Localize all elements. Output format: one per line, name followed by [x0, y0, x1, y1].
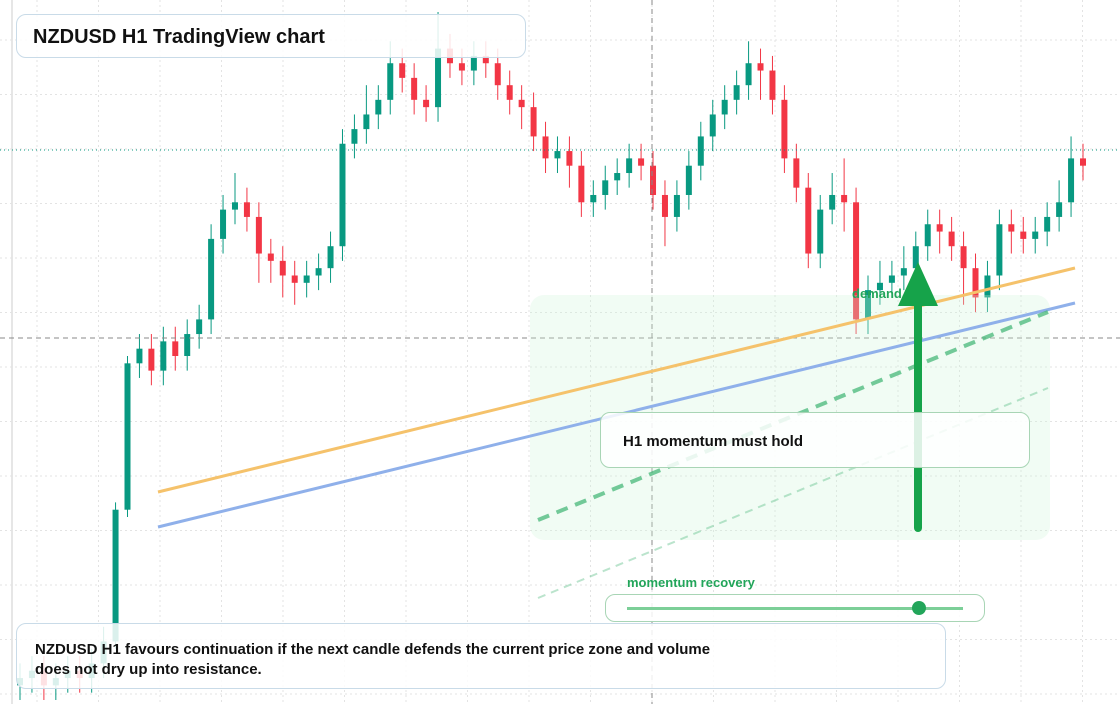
candle-body [936, 224, 943, 232]
title-box: NZDUSD H1 TradingView chart [16, 14, 526, 58]
candle-body [948, 231, 955, 247]
candle-body [458, 63, 465, 71]
candle-body [709, 114, 716, 137]
projection-line [537, 310, 1049, 522]
candle-body [315, 268, 322, 276]
candle-body [339, 143, 346, 247]
candle-body [673, 194, 680, 217]
caption: NZDUSD H1 favours continuation if the ne… [35, 641, 711, 678]
candle-body [482, 55, 489, 64]
candle-body [351, 129, 358, 144]
slider-label: momentum recovery [627, 575, 755, 590]
candle-body [996, 224, 1003, 276]
candle-body [566, 151, 573, 166]
candle-body [984, 275, 991, 298]
candle-body [196, 319, 203, 335]
candle-body [685, 165, 692, 195]
candle-body [184, 334, 191, 356]
slider[interactable] [605, 594, 985, 622]
candle-body [220, 209, 227, 239]
candle-body [876, 282, 883, 291]
candle-body [303, 275, 310, 283]
callout-text: H1 momentum must hold [623, 433, 804, 450]
candle-body [327, 246, 334, 269]
candle-body [470, 55, 477, 71]
candle-body [1020, 231, 1027, 239]
candle-body [363, 114, 370, 130]
caption-box: NZDUSD H1 favours continuation if the ne… [16, 623, 946, 689]
candle-body [745, 63, 752, 86]
candle-body [231, 202, 238, 210]
candle-body [721, 99, 728, 115]
candle-body [411, 77, 418, 100]
candle-body [148, 348, 155, 371]
candle-body [733, 85, 740, 100]
title: NZDUSD H1 TradingView chart [33, 26, 325, 48]
candle-body [387, 63, 394, 100]
candle-body [650, 165, 657, 195]
candle-body [1032, 231, 1039, 239]
candle-body [423, 99, 430, 108]
candle-body [865, 290, 872, 320]
candle-body [243, 202, 250, 217]
candle-body [208, 238, 215, 320]
candle-body [124, 363, 131, 510]
candle-body [494, 63, 501, 86]
candle-body [399, 63, 406, 78]
candle-body [291, 275, 298, 283]
candle-body [888, 275, 895, 283]
candle-body [1080, 158, 1086, 166]
candle-body [1044, 216, 1051, 232]
candle-body [542, 136, 549, 159]
candle-body [506, 85, 513, 100]
candle-body [160, 341, 167, 371]
candle-body [136, 348, 143, 364]
slider-knob[interactable] [912, 601, 926, 615]
candle-body [769, 70, 776, 100]
candle-body [554, 151, 561, 159]
candle-body [1068, 158, 1075, 203]
candle-body [1008, 224, 1015, 232]
candle-body [279, 260, 286, 276]
candle-body [578, 165, 585, 203]
projection-line-faint [537, 387, 1049, 599]
candle-body [172, 341, 179, 356]
candle-body [530, 107, 537, 137]
candle-body [972, 268, 979, 298]
candle-body [435, 48, 442, 108]
candle-body [960, 246, 967, 269]
candle-body [781, 99, 788, 159]
candle-body [661, 194, 668, 217]
candle-body [805, 187, 812, 254]
candle-body [112, 509, 119, 642]
candle-body [924, 224, 931, 247]
callout: H1 momentum must hold [600, 412, 1030, 468]
candle-body [853, 202, 860, 320]
candle-body [841, 194, 848, 203]
candle-body [817, 209, 824, 254]
candle-body [602, 180, 609, 195]
candle-body [697, 136, 704, 166]
candle-body [793, 158, 800, 188]
arrow-head [898, 262, 938, 306]
candle-body [638, 158, 645, 166]
candle-body [829, 194, 836, 210]
candle-body [590, 194, 597, 203]
slider-track [627, 607, 963, 610]
candle-body [614, 173, 621, 181]
candle-body [757, 63, 764, 71]
candle-body [912, 246, 919, 269]
candle-body [267, 253, 274, 261]
candle-body [518, 99, 525, 108]
candle-body [255, 216, 262, 254]
candle-body [375, 99, 382, 115]
candle-body [626, 158, 633, 174]
candle-body [1056, 202, 1063, 217]
candle-body [900, 268, 907, 276]
